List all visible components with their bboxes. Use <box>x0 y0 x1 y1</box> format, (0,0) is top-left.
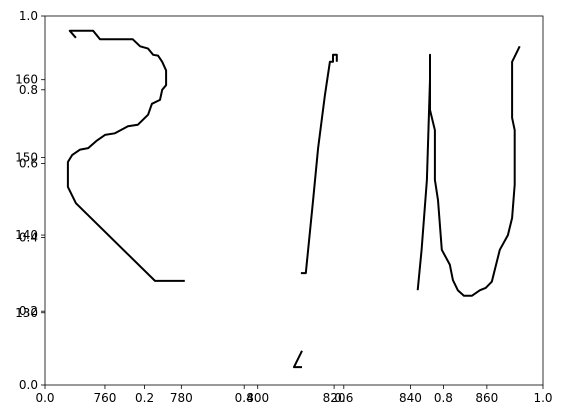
x-tick-label: 0.4 <box>235 391 254 405</box>
x-tick-label: 840 <box>399 391 422 405</box>
y-tick-label: 0.8 <box>19 83 38 97</box>
x-tick-label: 820 <box>323 391 346 405</box>
x-tick-label: 780 <box>170 391 193 405</box>
y-tick-label: 0.0 <box>19 378 38 392</box>
line <box>293 53 338 369</box>
y-tick-label: 140 <box>15 228 38 242</box>
y-tick-label: 0.6 <box>19 157 38 171</box>
axes-frame <box>44 15 544 386</box>
x-tick-label: 0.2 <box>135 391 154 405</box>
x-tick-label: 0.0 <box>35 391 54 405</box>
x-tick-label: 760 <box>94 391 117 405</box>
y-tick-label: 160 <box>15 73 38 87</box>
x-tick-label: 0.8 <box>434 391 453 405</box>
y-tick-label: 0.2 <box>19 304 38 318</box>
x-tick-label: 1.0 <box>533 391 552 405</box>
y-tick-label: 0.4 <box>19 230 38 244</box>
y-tick-label: 130 <box>15 306 38 320</box>
line <box>66 29 185 282</box>
line <box>416 45 521 297</box>
y-tick-label: 150 <box>15 150 38 164</box>
x-tick-label: 0.6 <box>334 391 353 405</box>
y-tick-label: 1.0 <box>19 9 38 23</box>
x-tick-label: 800 <box>246 391 269 405</box>
x-tick-label: 860 <box>475 391 498 405</box>
